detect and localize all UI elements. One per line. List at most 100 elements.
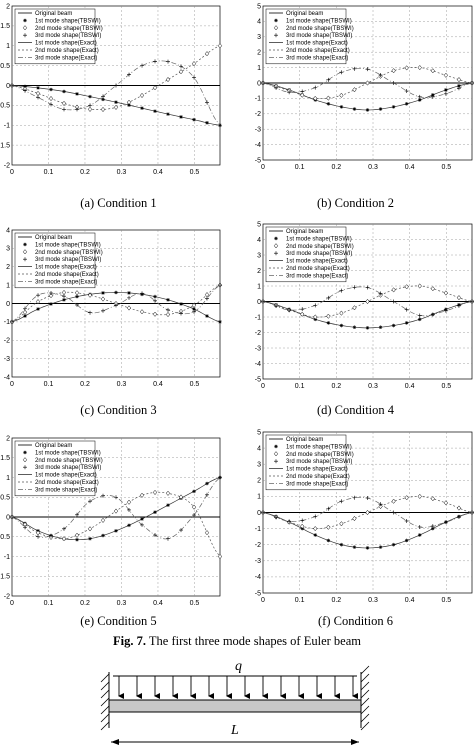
y-tick-label: 3 — [6, 246, 10, 253]
series-point-2 — [178, 69, 184, 75]
y-tick-label: 0.5 — [0, 63, 10, 70]
series-point-1 — [62, 89, 66, 94]
legend-swatch — [274, 236, 278, 241]
series-point-2 — [300, 523, 305, 529]
legend-entry: 3rd mode shape(TBSWI) — [286, 33, 352, 39]
x-tick-label: 0.1 — [295, 164, 305, 171]
series-point-3 — [23, 525, 28, 530]
series-point-1 — [114, 100, 118, 104]
series-point-3 — [313, 303, 318, 308]
x-tick-label: 0.3 — [368, 597, 378, 604]
legend-swatch — [273, 451, 279, 457]
series-point-3 — [300, 518, 305, 523]
x-tick-label: 0.3 — [368, 164, 378, 171]
y-tick-label: 0 — [6, 83, 10, 90]
chart-svg-6: 0 0.1 0.2 0.3 0.4 0.5 -5 -4 -3 -2 -1 0 1 2 3 4 5 Original… — [255, 429, 474, 604]
series-point-1 — [88, 94, 92, 99]
series-point-3 — [391, 510, 396, 515]
chart-svg-5: 0 0.1 0.2 0.3 0.4 0.5 -2 -1.5 -1 -0.5 0 0.5 1 1.5 2 Ori… — [0, 435, 223, 607]
legend-swatch — [23, 465, 27, 470]
series-point-3 — [101, 493, 106, 498]
series-point-3 — [391, 81, 396, 85]
right-fixed-support — [360, 665, 370, 731]
series-point-1 — [326, 102, 331, 106]
series-point-1 — [179, 302, 183, 306]
chart-condition-4: 0 0.1 0.2 0.3 0.4 0.5 -5 -4 -3 -2 -1 0 1 2 3 4 5 Original… — [250, 216, 474, 394]
y-tick-label: 0 — [257, 80, 261, 87]
x-tick-label: 0 — [261, 597, 265, 604]
legend-swatch — [274, 251, 278, 256]
series-point-3 — [49, 533, 54, 538]
series-point-3 — [430, 94, 435, 99]
series-point-2 — [139, 309, 145, 315]
x-tick-label: 0.4 — [405, 383, 415, 390]
series-point-3 — [456, 515, 461, 520]
series-point-2 — [74, 532, 80, 538]
y-tick-label: 3 — [257, 34, 261, 41]
series-point-1 — [378, 545, 383, 549]
series-point-1 — [205, 314, 209, 318]
y-tick-label: -3 — [255, 345, 261, 352]
series-point-2 — [165, 311, 171, 318]
series-point-3 — [10, 515, 14, 519]
series-point-2 — [191, 504, 197, 510]
series-markers-3 — [261, 495, 474, 529]
series-point-1 — [339, 323, 344, 328]
series-point-3 — [470, 510, 474, 515]
series-point-3 — [430, 312, 435, 317]
series-point-3 — [75, 302, 80, 307]
series-point-3 — [140, 291, 145, 296]
series-point-1 — [205, 121, 209, 125]
legend-box — [14, 232, 96, 289]
x-tick-label: 0.4 — [153, 600, 163, 607]
load-label: q — [235, 659, 242, 674]
series-point-2 — [165, 76, 171, 83]
series-point-2 — [113, 508, 119, 514]
series-point-3 — [365, 496, 370, 501]
x-tick-label: 0.4 — [153, 169, 163, 176]
x-tick-label: 0 — [10, 381, 14, 388]
series-point-2 — [417, 493, 422, 499]
series-point-2 — [152, 489, 158, 496]
series-markers-2 — [9, 489, 223, 560]
series-point-3 — [313, 514, 318, 519]
series-point-3 — [127, 507, 132, 512]
y-tick-label: 0 — [257, 299, 261, 306]
series-point-2 — [391, 287, 396, 293]
x-tick-label: 0.5 — [190, 600, 200, 607]
legend-entry: 1st mode shape(Exact) — [286, 41, 348, 47]
series-point-3 — [192, 309, 197, 314]
series-point-2 — [191, 61, 197, 67]
legend-entry: 1st mode shape(Exact) — [286, 467, 348, 473]
series-point-3 — [62, 107, 66, 112]
x-tick-label: 0.2 — [80, 600, 90, 607]
y-tick-label: 1 — [6, 43, 10, 50]
series-point-2 — [417, 283, 422, 289]
series-point-2 — [313, 526, 318, 532]
chart-svg-3: 0 0.1 0.2 0.3 0.4 0.5 -4 -3 -2 -1 0 1 2 3 4 Original be… — [4, 227, 223, 388]
legend-entry: 3rd mode shape(TBSWI) — [35, 257, 101, 263]
series-point-1 — [36, 307, 40, 311]
y-tick-label: -2 — [255, 111, 261, 118]
legend-swatch — [23, 242, 27, 247]
series-point-1 — [127, 523, 131, 528]
series-point-3 — [391, 299, 396, 304]
series-point-3 — [218, 475, 222, 480]
series-point-1 — [391, 105, 396, 109]
x-tick-label: 0.4 — [153, 381, 163, 388]
series-point-2 — [313, 95, 318, 101]
series-point-2 — [443, 500, 449, 506]
series-point-3 — [166, 59, 170, 64]
series-point-2 — [352, 305, 357, 311]
series-markers-2 — [260, 65, 474, 101]
y-tick-label: 0 — [257, 510, 261, 517]
x-tick-label: 0 — [261, 383, 265, 390]
legend-swatch — [22, 25, 28, 31]
series-point-1 — [352, 325, 357, 330]
x-tick-label: 0.5 — [441, 383, 451, 390]
legend-swatch — [274, 444, 278, 449]
series-point-2 — [352, 515, 357, 522]
series-point-2 — [61, 100, 67, 106]
series-point-2 — [139, 92, 145, 99]
